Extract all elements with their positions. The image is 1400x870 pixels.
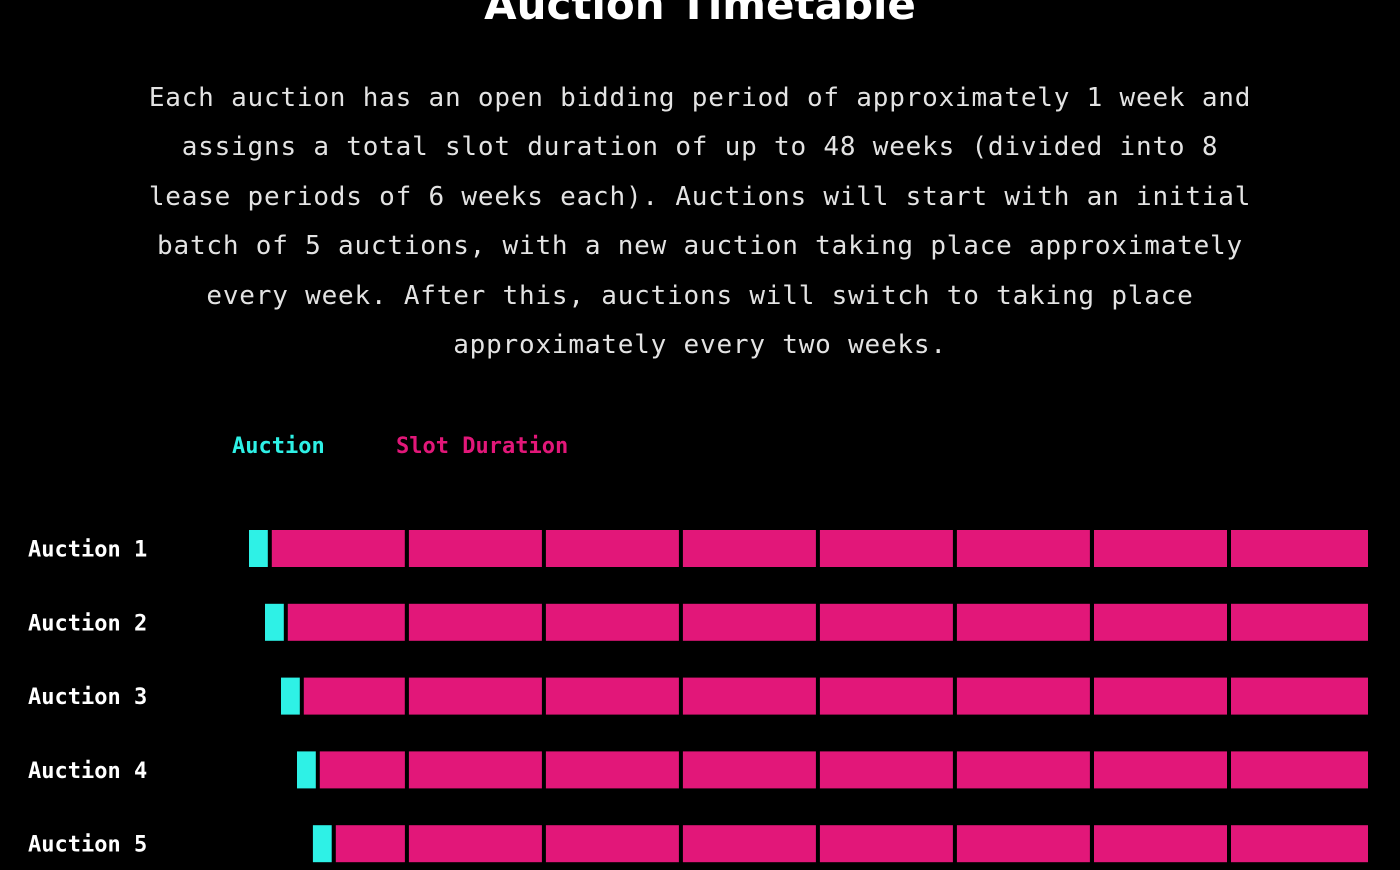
- slot-segment-4-3: [545, 751, 679, 789]
- slot-segment-4-7: [1094, 751, 1227, 789]
- slot-segment-1-5: [819, 530, 953, 567]
- description-text: Each auction has an open bidding period …: [148, 83, 1252, 361]
- slot-segment-5-7: [1094, 825, 1227, 863]
- slot-segment-5-5: [819, 825, 953, 863]
- page-title: Auction Timetable: [484, 0, 916, 29]
- row-label-auction-2: Auction 2: [28, 611, 147, 636]
- auction-bar-2: [265, 603, 284, 641]
- slot-segment-3-6: [956, 677, 1090, 715]
- auction-bar-3: [281, 677, 300, 715]
- row-label-auction-3: Auction 3: [28, 685, 147, 710]
- slot-segment-2-6: [956, 603, 1090, 641]
- slot-segment-1-1: [271, 530, 405, 567]
- slot-segment-4-2: [408, 751, 542, 789]
- auction-bar-5: [312, 825, 332, 863]
- slot-segment-1-2: [408, 530, 542, 567]
- slot-segment-3-2: [408, 677, 542, 715]
- slot-segment-3-8: [1231, 677, 1368, 715]
- slot-segment-1-3: [545, 530, 679, 567]
- slot-segment-5-4: [682, 825, 816, 863]
- row-label-auction-4: Auction 4: [28, 759, 147, 784]
- slot-segment-2-7: [1094, 603, 1227, 641]
- slot-segment-5-3: [545, 825, 679, 863]
- auction-bar-1: [249, 530, 268, 567]
- slot-segment-3-1: [303, 677, 405, 715]
- slot-segment-4-4: [682, 751, 816, 789]
- slot-segment-5-1: [335, 825, 405, 863]
- slot-segment-5-2: [408, 825, 542, 863]
- slot-segment-1-8: [1231, 530, 1368, 567]
- slot-segment-3-4: [682, 677, 816, 715]
- slot-segment-3-3: [545, 677, 679, 715]
- row-label-auction-1: Auction 1: [28, 538, 147, 563]
- slot-segment-2-3: [545, 603, 679, 641]
- slot-segment-3-5: [819, 677, 953, 715]
- slot-segment-5-8: [1231, 825, 1368, 863]
- row-label-auction-5: Auction 5: [28, 833, 147, 858]
- slot-segment-2-8: [1231, 603, 1368, 641]
- slot-segment-2-4: [682, 603, 816, 641]
- auction-bar-4: [297, 751, 316, 789]
- legend-auction: Auction: [232, 434, 325, 459]
- slot-segment-4-6: [956, 751, 1090, 789]
- slot-segment-2-1: [287, 603, 405, 641]
- slot-segment-1-4: [682, 530, 816, 567]
- slot-segment-3-7: [1094, 677, 1227, 715]
- slot-segment-1-6: [956, 530, 1090, 567]
- slot-segment-4-8: [1231, 751, 1368, 789]
- slot-segment-2-5: [819, 603, 953, 641]
- slot-segment-5-6: [956, 825, 1090, 863]
- legend-slot-duration: Slot Duration: [396, 434, 569, 459]
- slot-segment-4-1: [319, 751, 405, 789]
- slot-segment-4-5: [819, 751, 953, 789]
- slot-segment-2-2: [408, 603, 542, 641]
- slot-segment-1-7: [1094, 530, 1227, 567]
